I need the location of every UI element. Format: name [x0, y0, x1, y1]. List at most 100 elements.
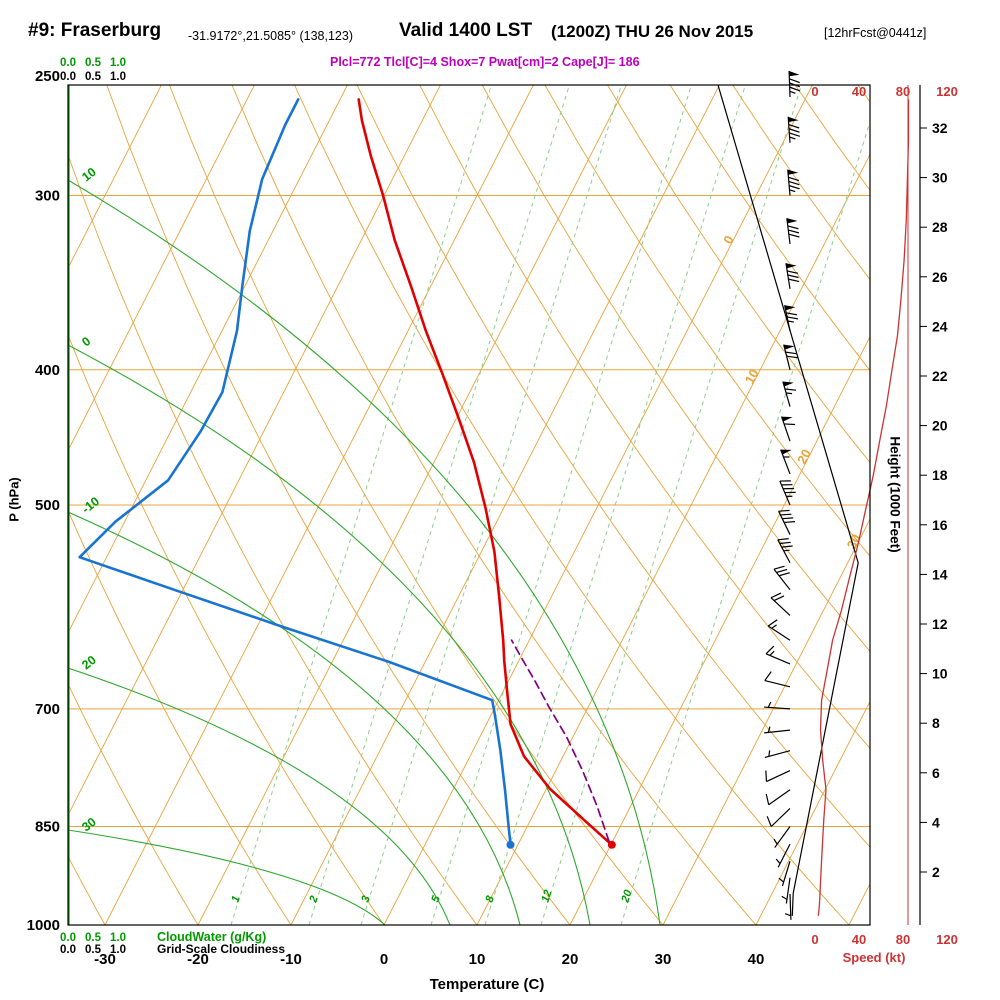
- gridscale-scale-bottom: 0.0: [60, 944, 76, 956]
- moist-adiabat-line: [68, 179, 661, 925]
- height-tick-label: 10: [932, 666, 948, 682]
- height-tick-label: 24: [932, 318, 948, 334]
- mixing-ratio-label: 2: [307, 894, 321, 904]
- mixing-ratio-label: 1: [229, 894, 242, 904]
- height-tick-label: 4: [932, 814, 940, 830]
- mixing-ratio-line: [308, 85, 570, 925]
- valid-datetime-label: (1200Z) THU 26 Nov 2015: [551, 22, 754, 41]
- moist-adiabat-label: 30: [79, 815, 99, 835]
- mixing-ratio-line: [230, 85, 492, 925]
- wind-barb: [764, 701, 791, 710]
- wind-barb: [781, 877, 791, 904]
- wind-barb: [787, 169, 800, 196]
- height-tick-label: 20: [932, 418, 948, 434]
- wind-speed-curve: [817, 99, 910, 916]
- pressure-tick-label: 700: [35, 701, 60, 718]
- isotherm-line: [197, 85, 627, 925]
- moist-adiabat-label: 20: [79, 653, 99, 673]
- temperature-curve: [357, 98, 614, 847]
- dry-adiabat-line: [231, 85, 757, 925]
- moist-adiabat-label: 0: [79, 334, 93, 349]
- wind-barb: [773, 826, 791, 848]
- pressure-tick-label: 250: [35, 68, 60, 85]
- height-axis-label: Height (1000 Feet): [887, 436, 903, 553]
- dry-adiabat-line: [419, 85, 870, 749]
- speed-tick-label-bottom: 80: [896, 932, 910, 947]
- surface-dewpoint-dot: [506, 840, 515, 849]
- parcel-ascent-curve: [510, 639, 610, 843]
- isotherm-line: [755, 700, 870, 925]
- wind-barb: [764, 671, 791, 688]
- isotherm-line: [68, 85, 162, 270]
- dry-adiabat-line: [68, 509, 292, 925]
- wind-barb: [770, 592, 791, 616]
- wind-barb: [775, 843, 791, 868]
- wind-barb: [782, 381, 796, 407]
- temperature-tick-label: 30: [655, 951, 672, 968]
- wind-barb: [783, 344, 798, 370]
- wind-barb: [764, 726, 791, 734]
- isotherm-line: [383, 85, 813, 925]
- height-tick-label: 6: [932, 765, 940, 781]
- dry-adiabat-line: [544, 85, 870, 557]
- cloudwater-axis-label: CloudWater (g/Kg): [157, 930, 267, 944]
- speed-tick-label-top: 120: [936, 84, 958, 99]
- cloudwater-scale-bottom: 1.0: [110, 932, 126, 944]
- mixing-ratio-line: [540, 85, 802, 925]
- temperature-tick-label: 40: [748, 951, 765, 968]
- isotherm-line: [68, 85, 255, 452]
- mixing-ratio-line: [484, 85, 746, 925]
- wind-barb: [780, 416, 796, 442]
- isotherm-line: [290, 85, 720, 925]
- mixing-ratio-line: [360, 85, 622, 925]
- wind-barb: [785, 263, 800, 289]
- dry-adiabat-line: [607, 85, 870, 464]
- isotherm-label: 30: [844, 532, 864, 552]
- temperature-tick-label: 10: [469, 951, 486, 968]
- height-tick-label: 30: [932, 170, 948, 186]
- isotherm-line: [662, 518, 870, 925]
- speed-tick-label-top: 0: [811, 84, 818, 99]
- cloudwater-scale-bottom: 0.5: [85, 932, 102, 944]
- temperature-tick-label: 0: [380, 951, 388, 968]
- valid-time-label: Valid 1400 LST: [399, 20, 533, 41]
- mixing-ratio-line: [430, 85, 692, 925]
- speed-tick-label-bottom: 120: [936, 932, 958, 947]
- dry-adiabat-line: [481, 85, 870, 652]
- moist-adiabat-line: [68, 829, 386, 925]
- isotherm-line: [104, 85, 534, 925]
- pressure-tick-label: 500: [35, 497, 60, 514]
- isotherm-label: 10: [742, 367, 762, 387]
- moist-adiabat-label: -10: [79, 494, 102, 516]
- isotherm-label: 0: [720, 233, 737, 246]
- moist-adiabat-line: [68, 511, 521, 925]
- mixing-ratio-label: 5: [429, 894, 443, 904]
- mixing-ratio-label: 12: [539, 889, 554, 904]
- height-tick-label: 12: [932, 616, 948, 632]
- dry-adiabat-line: [857, 85, 870, 103]
- temperature-tick-label: 20: [562, 951, 579, 968]
- pressure-axis-label: P (hPa): [6, 477, 22, 522]
- pressure-tick-label: 1000: [27, 917, 60, 934]
- dry-adiabat-line: [920, 85, 1000, 925]
- pressure-tick-label: 400: [35, 362, 60, 379]
- pressure-tick-label: 850: [35, 819, 60, 836]
- gridscale-axis-label: Grid-Scale Cloudiness: [157, 942, 286, 956]
- cloudwater-scale-top: 0.5: [85, 57, 102, 69]
- speed-tick-label-bottom: 0: [811, 932, 818, 947]
- dry-adiabat-line: [669, 85, 870, 372]
- wind-barb: [784, 893, 792, 920]
- gridscale-scale-top: 0.5: [85, 71, 102, 83]
- wind-barb: [767, 619, 791, 641]
- wind-barb: [779, 480, 796, 506]
- dewpoint-curve: [78, 98, 512, 847]
- isotherm-line: [68, 85, 348, 634]
- speed-tick-label-bottom: 40: [852, 932, 866, 947]
- cloudwater-scale-top: 1.0: [110, 57, 126, 69]
- isotherm-label: 20: [794, 447, 814, 467]
- height-tick-label: 2: [932, 864, 940, 880]
- wind-barb: [766, 808, 791, 827]
